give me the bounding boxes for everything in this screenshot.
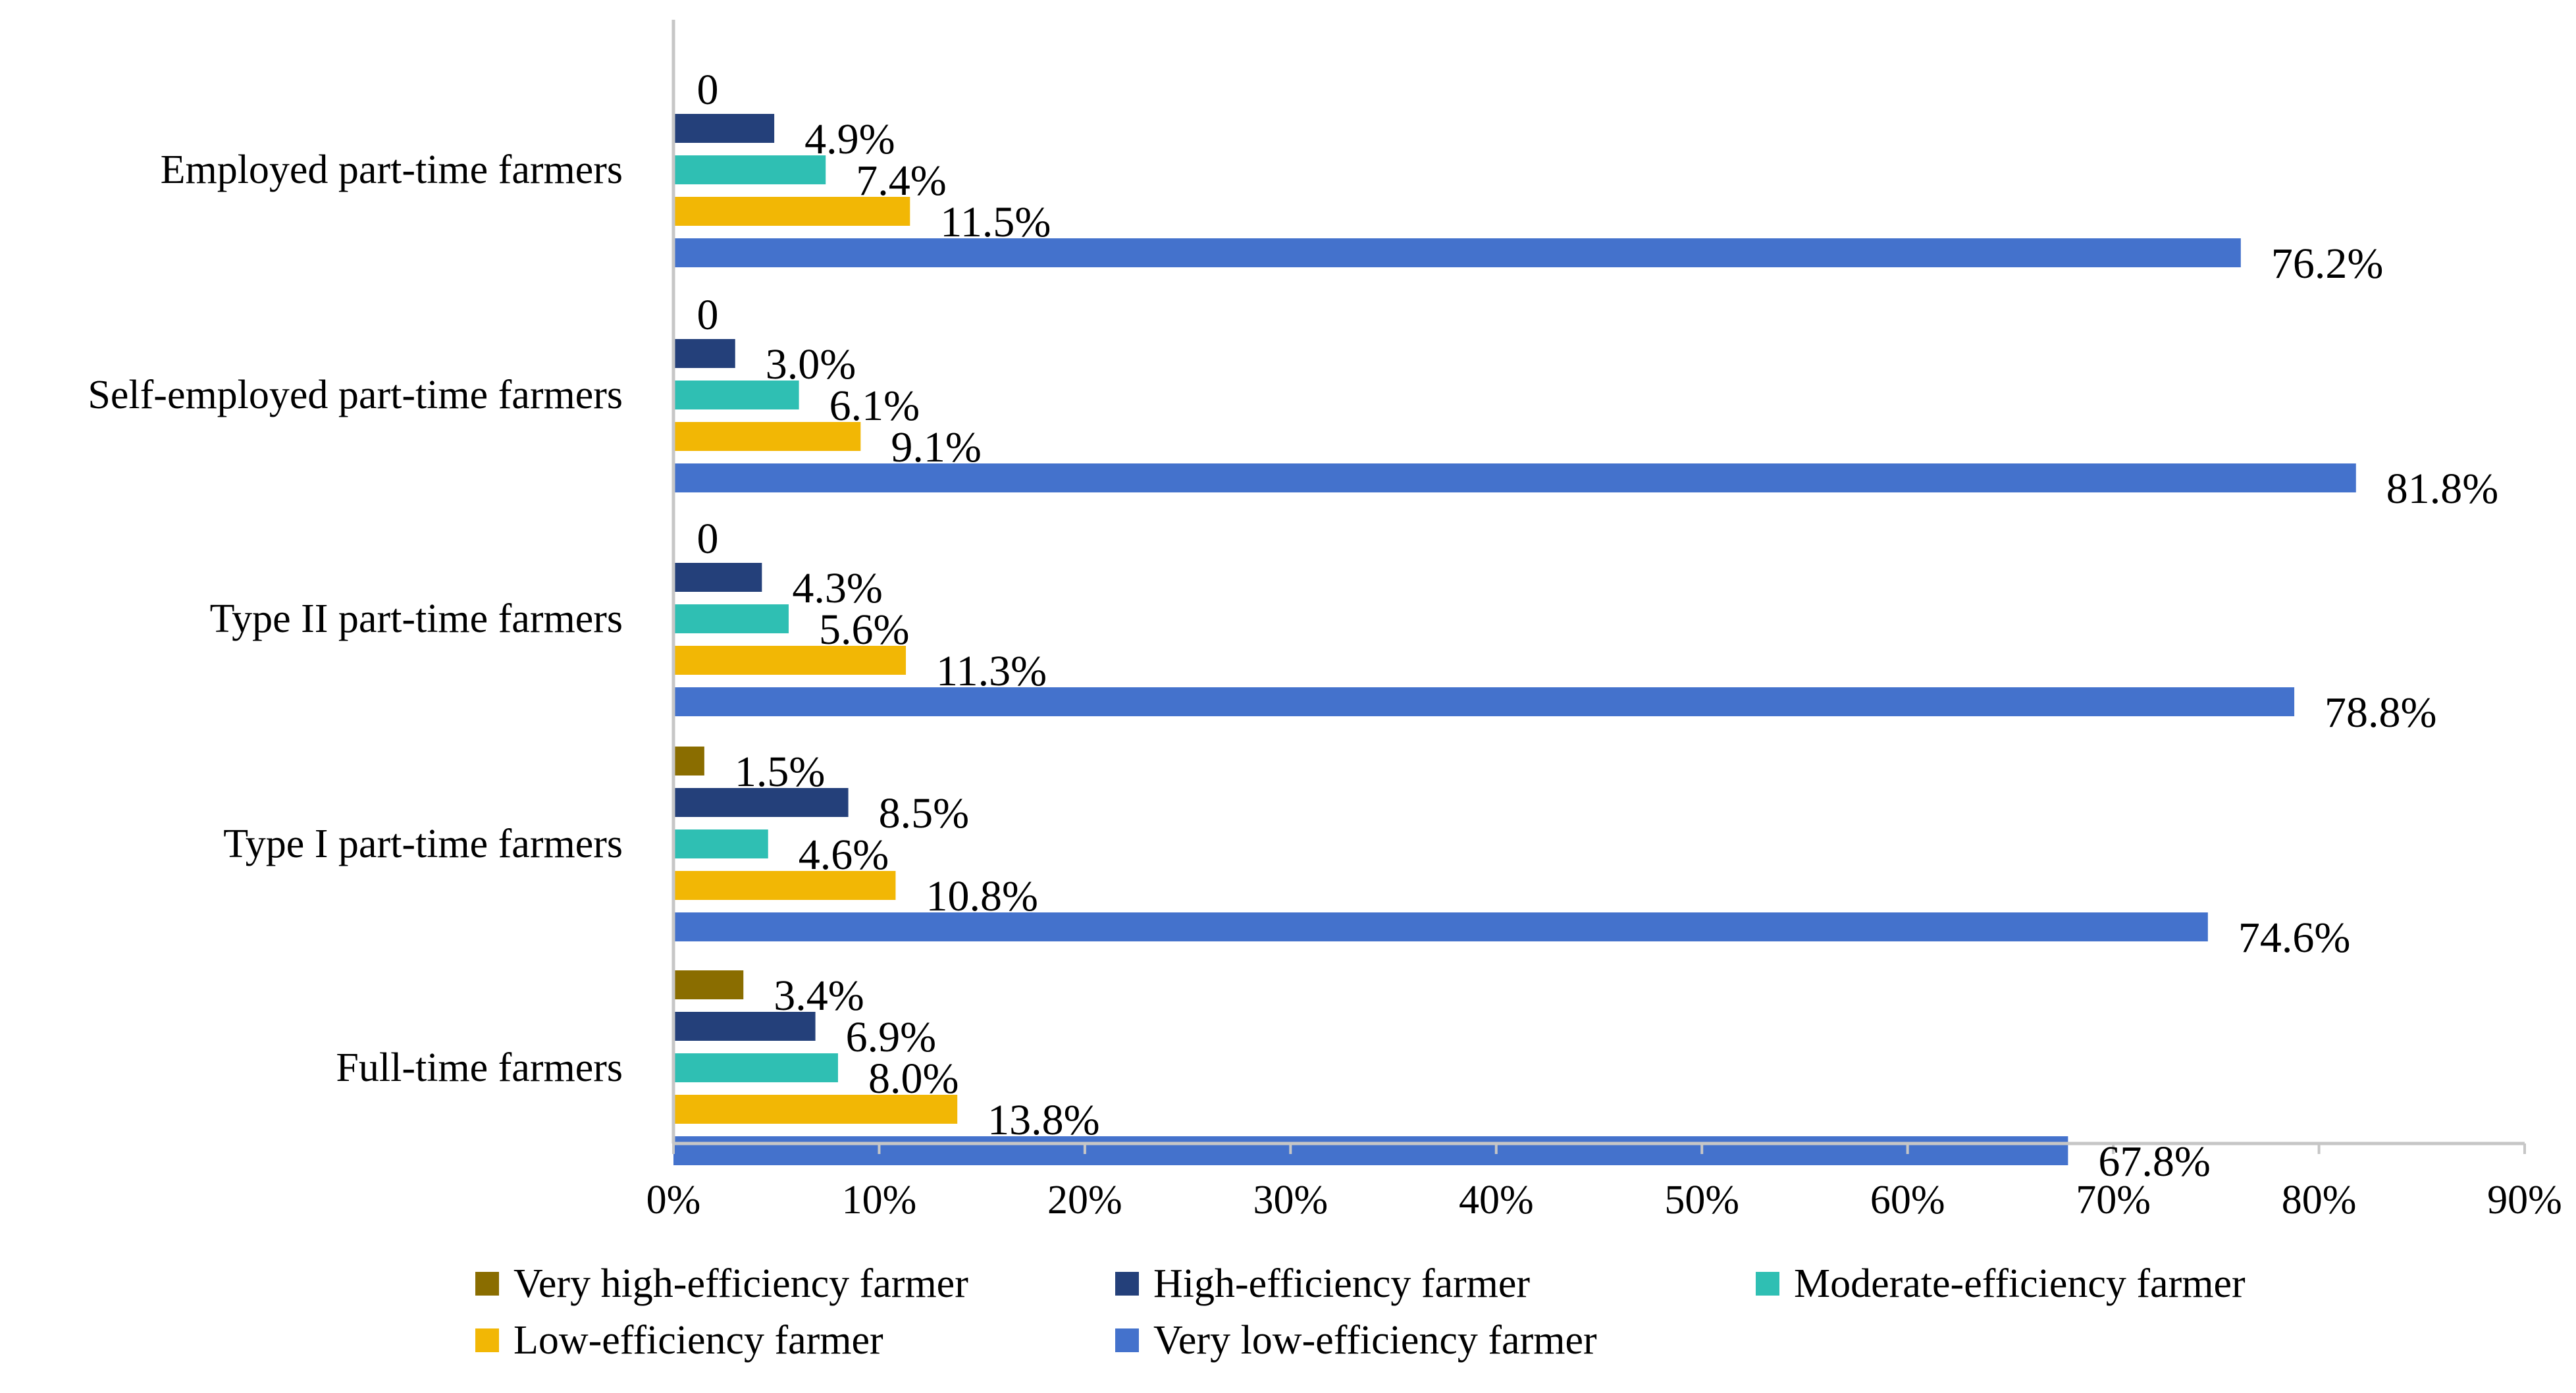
bar-type-i-part-time-farmers-moderate-efficiency-farmer xyxy=(673,829,768,858)
legend-swatch-very-high-efficiency-farmer xyxy=(475,1272,499,1296)
data-label-type-ii-part-time-farmers-very-high-efficiency-farmer: 0 xyxy=(697,515,719,563)
bar-self-employed-part-time-farmers-low-efficiency-farmer xyxy=(673,422,861,451)
data-label-self-employed-part-time-farmers-very-low-efficiency-farmer: 81.8% xyxy=(2386,465,2498,513)
bar-full-time-farmers-moderate-efficiency-farmer xyxy=(673,1053,838,1082)
bar-employed-part-time-farmers-very-low-efficiency-farmer xyxy=(673,238,2241,267)
data-label-self-employed-part-time-farmers-very-high-efficiency-farmer: 0 xyxy=(697,291,719,339)
bars-layer xyxy=(673,114,2356,1165)
bar-self-employed-part-time-farmers-high-efficiency-farmer xyxy=(673,339,735,368)
bar-type-ii-part-time-farmers-moderate-efficiency-farmer xyxy=(673,604,789,633)
x-tick-label: 20% xyxy=(1047,1178,1122,1222)
data-label-full-time-farmers-low-efficiency-farmer: 13.8% xyxy=(987,1096,1099,1144)
legend-swatch-high-efficiency-farmer xyxy=(1115,1272,1139,1296)
category-label-employed-part-time-farmers: Employed part-time farmers xyxy=(161,147,623,192)
data-label-full-time-farmers-very-low-efficiency-farmer: 67.8% xyxy=(2098,1138,2210,1186)
legend-label-very-low-efficiency-farmer: Very low-efficiency farmer xyxy=(1153,1318,1597,1363)
data-label-employed-part-time-farmers-very-low-efficiency-farmer: 76.2% xyxy=(2271,240,2383,288)
x-tick-label: 30% xyxy=(1253,1178,1328,1222)
legend-label-very-high-efficiency-farmer: Very high-efficiency farmer xyxy=(513,1261,968,1306)
x-tick-label: 70% xyxy=(2076,1178,2151,1222)
bar-type-ii-part-time-farmers-low-efficiency-farmer xyxy=(673,646,907,675)
legend-swatch-moderate-efficiency-farmer xyxy=(1756,1272,1779,1296)
data-label-type-i-part-time-farmers-very-low-efficiency-farmer: 74.6% xyxy=(2238,914,2350,962)
bar-employed-part-time-farmers-low-efficiency-farmer xyxy=(673,197,910,226)
data-label-type-i-part-time-farmers-low-efficiency-farmer: 10.8% xyxy=(926,872,1038,920)
bar-full-time-farmers-very-low-efficiency-farmer xyxy=(673,1136,2068,1165)
bar-type-i-part-time-farmers-very-high-efficiency-farmer xyxy=(673,747,704,775)
x-tick-label: 60% xyxy=(1870,1178,1945,1222)
legend-label-low-efficiency-farmer: Low-efficiency farmer xyxy=(513,1318,883,1363)
category-label-full-time-farmers: Full-time farmers xyxy=(336,1045,623,1090)
x-tick-label: 10% xyxy=(842,1178,917,1222)
data-label-full-time-farmers-very-high-efficiency-farmer: 3.4% xyxy=(774,972,864,1020)
axis-layer xyxy=(671,20,2526,1154)
x-tick-label: 0% xyxy=(646,1178,701,1222)
data-label-type-i-part-time-farmers-high-efficiency-farmer: 8.5% xyxy=(879,789,969,837)
data-label-type-ii-part-time-farmers-high-efficiency-farmer: 4.3% xyxy=(792,564,882,612)
data-label-type-ii-part-time-farmers-low-efficiency-farmer: 11.3% xyxy=(936,647,1047,695)
data-label-self-employed-part-time-farmers-moderate-efficiency-farmer: 6.1% xyxy=(829,382,920,430)
bar-employed-part-time-farmers-moderate-efficiency-farmer xyxy=(673,155,826,184)
data-label-type-ii-part-time-farmers-very-low-efficiency-farmer: 78.8% xyxy=(2325,689,2436,737)
x-tick-label: 50% xyxy=(1664,1178,1739,1222)
bar-type-ii-part-time-farmers-high-efficiency-farmer xyxy=(673,563,762,592)
data-label-full-time-farmers-moderate-efficiency-farmer: 8.0% xyxy=(868,1055,959,1103)
legend-label-moderate-efficiency-farmer: Moderate-efficiency farmer xyxy=(1794,1261,2246,1306)
bar-full-time-farmers-very-high-efficiency-farmer xyxy=(673,970,744,999)
bar-full-time-farmers-high-efficiency-farmer xyxy=(673,1012,816,1041)
bar-type-i-part-time-farmers-high-efficiency-farmer xyxy=(673,788,849,817)
x-tick-label: 40% xyxy=(1459,1178,1534,1222)
data-label-employed-part-time-farmers-high-efficiency-farmer: 4.9% xyxy=(804,115,895,163)
legend-swatch-low-efficiency-farmer xyxy=(475,1328,499,1352)
data-label-type-i-part-time-farmers-very-high-efficiency-farmer: 1.5% xyxy=(735,748,825,796)
bar-type-ii-part-time-farmers-very-low-efficiency-farmer xyxy=(673,687,2295,716)
data-label-type-i-part-time-farmers-moderate-efficiency-farmer: 4.6% xyxy=(799,831,889,879)
bar-self-employed-part-time-farmers-very-low-efficiency-farmer xyxy=(673,463,2356,492)
bar-type-i-part-time-farmers-low-efficiency-farmer xyxy=(673,871,896,900)
legend: Very high-efficiency farmer High-efficien… xyxy=(475,1261,2246,1363)
category-label-type-i-part-time-farmers: Type I part-time farmers xyxy=(223,822,623,866)
x-tick-label: 90% xyxy=(2487,1178,2562,1222)
bar-self-employed-part-time-farmers-moderate-efficiency-farmer xyxy=(673,381,799,409)
category-label-self-employed-part-time-farmers: Self-employed part-time farmers xyxy=(88,373,623,417)
bar-type-i-part-time-farmers-very-low-efficiency-farmer xyxy=(673,912,2208,941)
data-label-self-employed-part-time-farmers-low-efficiency-farmer: 9.1% xyxy=(891,423,981,471)
x-tick-label: 80% xyxy=(2282,1178,2357,1222)
legend-swatch-very-low-efficiency-farmer xyxy=(1115,1328,1139,1352)
category-label-type-ii-part-time-farmers: Type II part-time farmers xyxy=(210,596,623,641)
bar-employed-part-time-farmers-high-efficiency-farmer xyxy=(673,114,775,143)
labels-layer: 0 4.9%7.4%11.5% 76.2% Employed part-time fa… xyxy=(88,66,2562,1222)
data-label-full-time-farmers-high-efficiency-farmer: 6.9% xyxy=(846,1013,936,1061)
bar-full-time-farmers-low-efficiency-farmer xyxy=(673,1095,958,1124)
data-label-employed-part-time-farmers-very-high-efficiency-farmer: 0 xyxy=(697,66,719,114)
data-label-employed-part-time-farmers-moderate-efficiency-farmer: 7.4% xyxy=(856,157,946,205)
legend-label-high-efficiency-farmer: High-efficiency farmer xyxy=(1153,1261,1530,1306)
data-label-employed-part-time-farmers-low-efficiency-farmer: 11.5% xyxy=(940,198,1051,246)
data-label-self-employed-part-time-farmers-high-efficiency-farmer: 3.0% xyxy=(766,340,856,388)
data-label-type-ii-part-time-farmers-moderate-efficiency-farmer: 5.6% xyxy=(819,606,909,654)
